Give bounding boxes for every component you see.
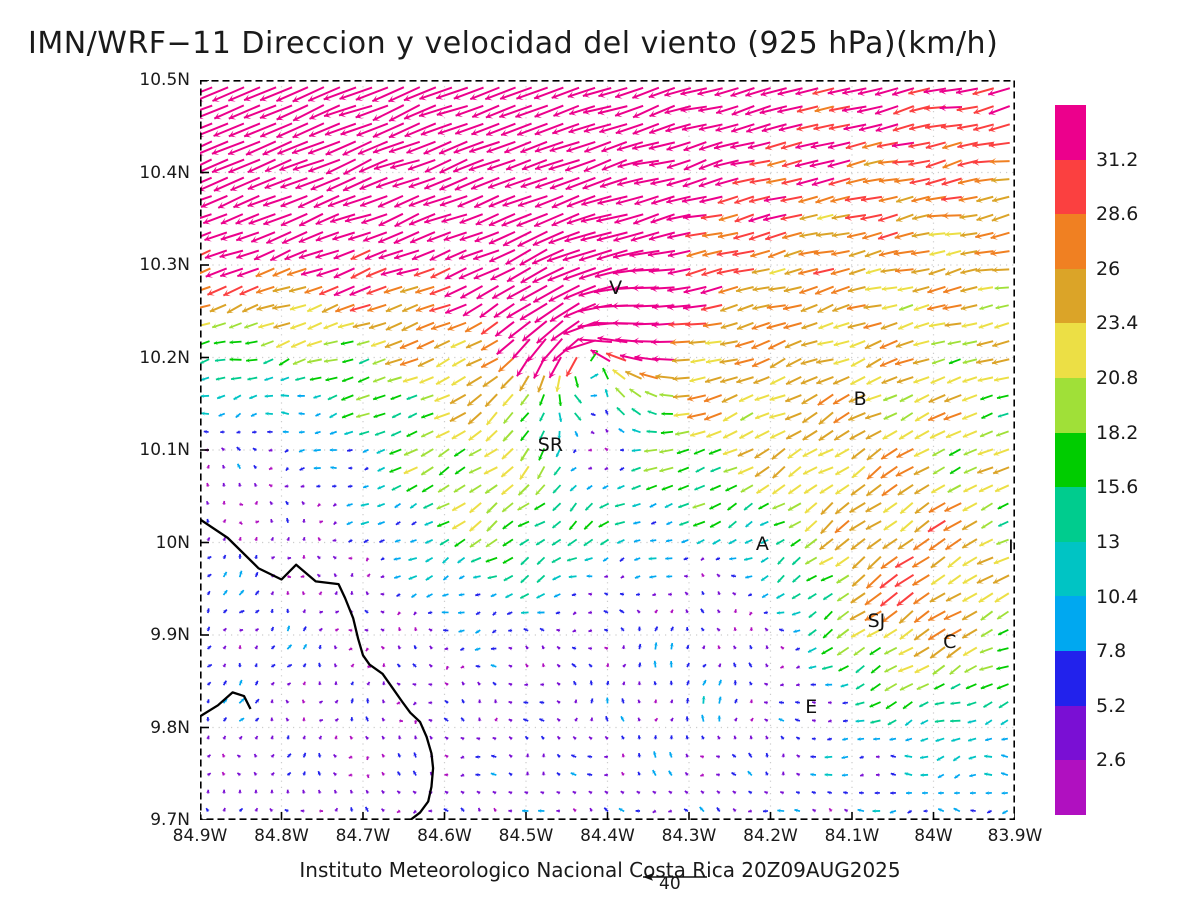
coastline-peninsula <box>200 691 252 718</box>
colorbar-segment <box>1055 214 1086 269</box>
x-axis-tick-label: 84.1W <box>824 826 880 846</box>
x-axis-tick-label: 84.6W <box>417 826 472 846</box>
colorbar-segment <box>1055 541 1086 597</box>
wind-vector-field <box>200 80 1015 820</box>
plot-area <box>200 80 1015 820</box>
colorbar-tick-label: 15.6 <box>1096 476 1139 499</box>
colorbar <box>1055 105 1086 815</box>
colorbar-tick-label: 10.4 <box>1096 585 1139 608</box>
colorbar-segment <box>1055 487 1086 542</box>
x-axis-tick-label: 84.5W <box>498 826 554 846</box>
colorbar-tick-label: 31.2 <box>1096 148 1139 171</box>
x-axis-tick-label: 83.9W <box>987 826 1043 846</box>
x-axis-tick-label: 84W <box>914 826 953 846</box>
y-axis-tick-label: 9.9N <box>150 625 190 645</box>
x-axis-tick-label: 84.8W <box>254 826 309 846</box>
colorbar-segment <box>1055 432 1086 488</box>
y-axis-tick-label: 10N <box>155 532 190 553</box>
y-axis-tick-label: 10.4N <box>139 162 190 183</box>
colorbar-segment <box>1055 651 1086 706</box>
colorbar-segment <box>1055 105 1086 160</box>
colorbar-tick-label: 23.4 <box>1096 312 1139 335</box>
colorbar-segment <box>1055 323 1086 379</box>
colorbar-segment <box>1055 596 1086 652</box>
colorbar-segment <box>1055 378 1086 433</box>
y-axis-tick-label: 10.1N <box>139 440 190 460</box>
colorbar-tick-label: 20.8 <box>1096 367 1139 390</box>
colorbar-tick-label: 28.6 <box>1096 203 1139 226</box>
y-axis-tick-label: 10.5N <box>139 70 190 90</box>
page-title: IMN/WRF−11 Direccion y velocidad del vie… <box>28 26 999 61</box>
x-axis-tick-label: 84.7W <box>335 826 391 846</box>
y-axis-tick-label: 10.3N <box>139 255 190 275</box>
axis-ticks <box>200 80 1015 820</box>
x-axis-tick-label: 84.4W <box>580 826 635 846</box>
colorbar-tick-label: 26 <box>1096 257 1121 280</box>
colorbar-tick-label: 7.8 <box>1096 640 1127 663</box>
colorbar-segment <box>1055 760 1086 815</box>
colorbar-segment <box>1055 159 1086 215</box>
footer-text: Instituto Meteorologico Nacional Costa R… <box>299 858 901 882</box>
x-axis-tick-label: 84.3W <box>661 826 717 846</box>
y-axis-tick-label: 9.7N <box>150 810 190 830</box>
y-axis-tick-label: 10.2N <box>139 347 190 368</box>
colorbar-segment <box>1055 705 1086 761</box>
y-axis-tick-label: 9.8N <box>150 717 190 738</box>
coastline-main <box>200 518 435 820</box>
reference-vector-arrow <box>643 873 707 881</box>
colorbar-tick-label: 2.6 <box>1096 749 1127 772</box>
colorbar-segment <box>1055 268 1086 324</box>
x-axis-tick-label: 84.9W <box>172 826 228 846</box>
colorbar-tick-label: 5.2 <box>1096 694 1127 717</box>
reference-vector-label: 40 <box>659 874 681 894</box>
x-axis-tick-label: 84.2W <box>743 826 798 846</box>
wind-arrows <box>200 86 1011 815</box>
colorbar-tick-label: 18.2 <box>1096 421 1139 444</box>
colorbar-tick-label: 13 <box>1096 530 1121 553</box>
